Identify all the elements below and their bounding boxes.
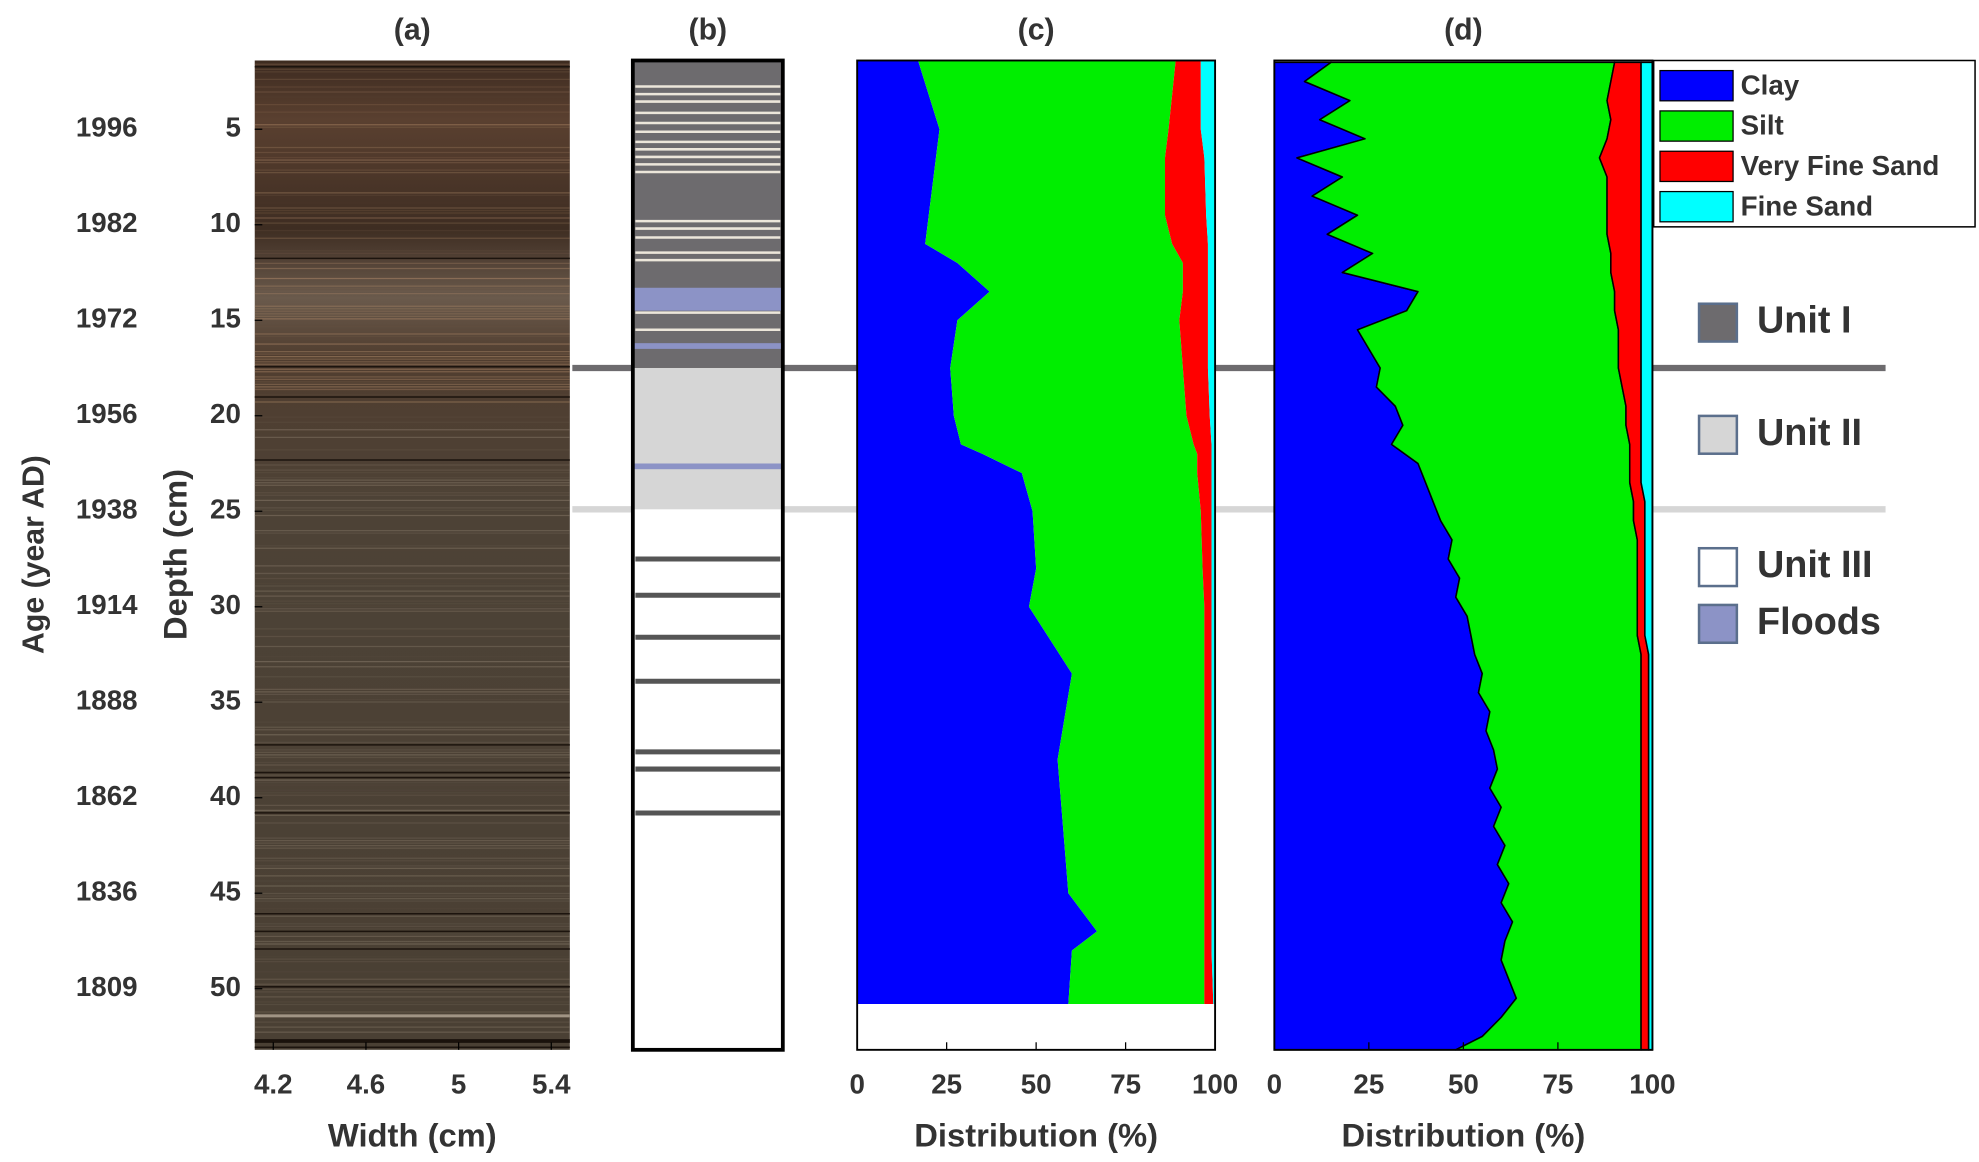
legend-swatch <box>1697 414 1739 455</box>
x-tick-label: 50 <box>1021 1069 1052 1100</box>
y-axis-label: Depth (cm) <box>157 469 194 640</box>
y-tick-label: 25 <box>210 494 241 525</box>
legend-label: Unit I <box>1757 300 1851 342</box>
y-tick-label: 10 <box>210 207 241 238</box>
age-tick-label: 1956 <box>76 398 138 429</box>
panel-title: (c) <box>1018 13 1055 46</box>
legend-swatch <box>1697 302 1739 343</box>
stacked-area <box>857 60 1097 1004</box>
legend-label: Silt <box>1741 110 1784 141</box>
legend-label: Fine Sand <box>1741 190 1873 221</box>
legend-label: Floods <box>1757 601 1881 643</box>
age-tick-label: 1938 <box>76 494 138 525</box>
flood-layer <box>634 287 782 311</box>
x-tick-label: 50 <box>1448 1069 1479 1100</box>
legend-label: Unit II <box>1757 412 1862 454</box>
age-tick-label: 1836 <box>76 876 138 907</box>
x-axis-label: Width (cm) <box>328 1117 497 1154</box>
legend-swatch <box>1659 110 1734 142</box>
x-tick-label: 4.2 <box>254 1069 293 1100</box>
legend-swatch <box>1659 190 1734 223</box>
x-tick-label: 5 <box>451 1069 466 1100</box>
flood-layer <box>634 463 782 470</box>
x-tick-label: 75 <box>1542 1069 1573 1100</box>
panel-title: (a) <box>394 13 431 46</box>
age-tick-label: 1914 <box>76 589 138 620</box>
y-tick-label: 40 <box>210 780 241 811</box>
y-tick-label: 20 <box>210 398 241 429</box>
panel-title: (b) <box>689 13 728 46</box>
y-tick-label: 30 <box>210 589 241 620</box>
legend-swatch <box>1697 546 1739 588</box>
legend-swatch <box>1697 603 1739 645</box>
x-tick-label: 100 <box>1629 1069 1675 1100</box>
x-tick-label: 75 <box>1110 1069 1141 1100</box>
x-axis-label: Distribution (%) <box>1341 1117 1585 1154</box>
stacked-area <box>1200 60 1216 1004</box>
age-tick-label: 1982 <box>76 207 138 238</box>
x-axis-label: Distribution (%) <box>914 1117 1158 1154</box>
legend-label: Very Fine Sand <box>1741 150 1940 181</box>
age-tick-label: 1996 <box>76 112 138 143</box>
y-tick-label: 15 <box>210 303 241 334</box>
age-tick-label: 1862 <box>76 780 138 811</box>
x-tick-label: 25 <box>931 1069 962 1100</box>
panel-title: (d) <box>1444 13 1483 46</box>
y-tick-label: 45 <box>210 876 241 907</box>
x-tick-label: 0 <box>849 1069 864 1100</box>
stacked-area <box>918 60 1205 1004</box>
core-photo <box>254 60 570 1050</box>
age-axis-label: Age (year AD) <box>17 455 50 654</box>
legend-label: Unit III <box>1757 544 1872 586</box>
x-tick-label: 25 <box>1353 1069 1384 1100</box>
y-tick-label: 5 <box>225 112 240 143</box>
unit-layer <box>632 367 783 510</box>
flood-layer <box>634 343 782 349</box>
legend-label: Clay <box>1741 69 1800 100</box>
x-tick-label: 5.4 <box>532 1069 571 1100</box>
log-frame <box>630 58 785 1052</box>
legend-swatch <box>1659 150 1734 183</box>
x-tick-label: 4.6 <box>347 1069 386 1100</box>
age-tick-label: 1972 <box>76 303 138 334</box>
x-tick-label: 0 <box>1267 1069 1282 1100</box>
x-tick-label: 100 <box>1192 1069 1238 1100</box>
unit-layer <box>632 509 783 1050</box>
stacked-area <box>1164 60 1214 1004</box>
y-tick-label: 50 <box>210 971 241 1002</box>
unit-layer <box>632 60 783 368</box>
age-tick-label: 1888 <box>76 685 138 716</box>
legend-swatch <box>1659 69 1734 102</box>
y-tick-label: 35 <box>210 685 241 716</box>
age-tick-label: 1809 <box>76 971 138 1002</box>
